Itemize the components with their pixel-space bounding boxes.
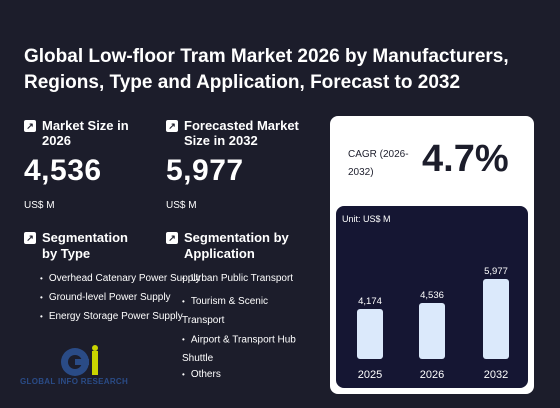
- bar-2032: [483, 279, 509, 359]
- segmentation-type-label: Segmentation by Type: [42, 230, 128, 261]
- page-title: Global Low-floor Tram Market 2026 by Man…: [24, 46, 509, 93]
- bar-value-label: 4,174: [358, 296, 382, 307]
- market-size-unit: US$ M: [24, 200, 55, 211]
- bar-value-label: 4,536: [420, 290, 444, 301]
- forecast-size-unit: US$ M: [166, 200, 197, 211]
- bullet-icon: •: [40, 273, 43, 283]
- forecast-size-value: 5,977: [166, 154, 244, 187]
- trend-arrow-icon: ↗: [166, 232, 178, 244]
- list-item: • Tourism & Scenic Transport: [182, 296, 269, 327]
- x-tick-label: 2025: [358, 369, 382, 381]
- company-logo: GLOBAL INFO RESEARCH: [18, 345, 148, 390]
- cagr-value: 4.7%: [422, 138, 509, 180]
- cagr-card: CAGR (2026-2032) 4.7% Unit: US$ M 4,174 2…: [330, 116, 534, 394]
- market-size-value: 4,536: [24, 154, 102, 187]
- bullet-icon: •: [40, 311, 43, 321]
- bullet-icon: •: [182, 369, 185, 379]
- trend-arrow-icon: ↗: [166, 120, 178, 132]
- segmentation-type-heading: ↗ Segmentation by Type: [24, 230, 142, 262]
- list-item: • Airport & Transport Hub Shuttle: [182, 334, 296, 364]
- bar-2026: [419, 302, 445, 359]
- list-item: • Overhead Catenary Power Supply: [40, 273, 201, 284]
- segmentation-application-label: Segmentation by Application: [184, 230, 289, 261]
- forecast-size-stat: ↗ Forecasted Market Size in 2032 5,977 U…: [166, 118, 316, 211]
- trend-arrow-icon: ↗: [24, 232, 36, 244]
- list-item: • Ground-level Power Supply: [40, 292, 171, 303]
- logo-text: GLOBAL INFO RESEARCH: [20, 377, 129, 386]
- bullet-icon: •: [182, 297, 185, 306]
- list-item: • Urban Public Transport: [182, 273, 294, 284]
- bullet-icon: •: [182, 273, 185, 283]
- x-tick-label: 2032: [484, 369, 508, 381]
- bullet-icon: •: [40, 292, 43, 302]
- bullet-icon: •: [182, 335, 185, 344]
- bar-chart-panel: Unit: US$ M 4,174 2025 4,536 2026 5,977 2032: [336, 206, 528, 388]
- chart-unit-label: Unit: US$ M: [342, 214, 391, 224]
- bar-value-label: 5,977: [484, 266, 508, 277]
- forecast-size-label: Forecasted Market Size in 2032: [184, 118, 299, 148]
- bar-2025: [357, 309, 383, 359]
- logo-mark-icon: [61, 345, 98, 376]
- list-item: • Others: [182, 369, 221, 380]
- market-size-stat: ↗ Market Size in 2026 4,536 US$ M: [24, 118, 154, 211]
- cagr-label: CAGR (2026-2032): [348, 149, 409, 178]
- bar-chart: 4,174 2025 4,536 2026 5,977 2032: [357, 266, 509, 381]
- x-tick-label: 2026: [420, 369, 444, 381]
- segmentation-application-heading: ↗ Segmentation by Application: [166, 230, 294, 262]
- market-size-label: Market Size in 2026: [42, 118, 129, 148]
- list-item: • Energy Storage Power Supply: [40, 311, 183, 322]
- trend-arrow-icon: ↗: [24, 120, 36, 132]
